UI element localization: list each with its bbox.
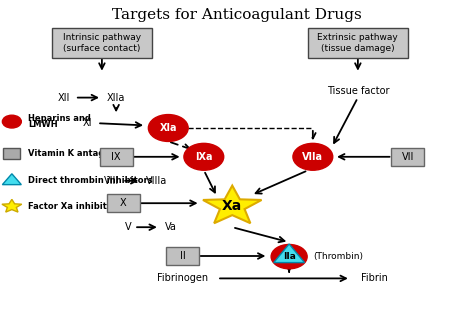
FancyBboxPatch shape [100,148,133,166]
Polygon shape [203,186,262,223]
Text: Intrinsic pathway
(surface contact): Intrinsic pathway (surface contact) [63,34,141,53]
Text: Tissue factor: Tissue factor [327,86,389,96]
Text: VIII: VIII [104,176,119,186]
Text: V: V [125,222,131,232]
Circle shape [2,115,21,128]
Polygon shape [274,244,304,263]
Text: XI: XI [83,118,92,128]
Circle shape [293,143,333,170]
Polygon shape [2,174,21,185]
Text: Extrinsic pathway
(tissue damage): Extrinsic pathway (tissue damage) [318,34,398,53]
Text: (Thrombin): (Thrombin) [313,252,363,261]
Text: LMWH: LMWH [28,120,58,129]
Circle shape [148,115,188,141]
Text: IX: IX [111,152,121,162]
FancyBboxPatch shape [107,194,140,212]
Text: Fibrin: Fibrin [361,273,388,284]
Text: Direct thrombin inhibitors: Direct thrombin inhibitors [28,176,153,185]
Text: Fibrinogen: Fibrinogen [157,273,208,284]
Text: Vitamin K antagonists: Vitamin K antagonists [28,149,133,158]
Text: XIa: XIa [160,123,177,133]
Text: IIa: IIa [283,252,296,261]
Bar [3,148,20,159]
Circle shape [271,244,307,269]
Text: II: II [180,251,185,261]
Text: X: X [120,198,127,208]
FancyBboxPatch shape [391,148,424,166]
FancyBboxPatch shape [166,247,199,265]
Text: Va: Va [164,222,177,232]
Text: VIIIa: VIIIa [146,176,167,186]
Text: IXa: IXa [195,152,212,162]
Circle shape [184,143,224,170]
Text: Factor Xa inhibitors: Factor Xa inhibitors [28,202,122,211]
Text: XII: XII [58,92,70,103]
FancyBboxPatch shape [308,28,408,58]
Text: Heparins and: Heparins and [28,114,91,123]
Text: VII: VII [401,152,414,162]
Text: XIIa: XIIa [107,92,125,103]
Text: Xa: Xa [222,199,242,213]
Text: Targets for Anticoagulant Drugs: Targets for Anticoagulant Drugs [112,8,362,22]
FancyBboxPatch shape [52,28,152,58]
Text: VIIa: VIIa [302,152,323,162]
Polygon shape [2,199,22,212]
